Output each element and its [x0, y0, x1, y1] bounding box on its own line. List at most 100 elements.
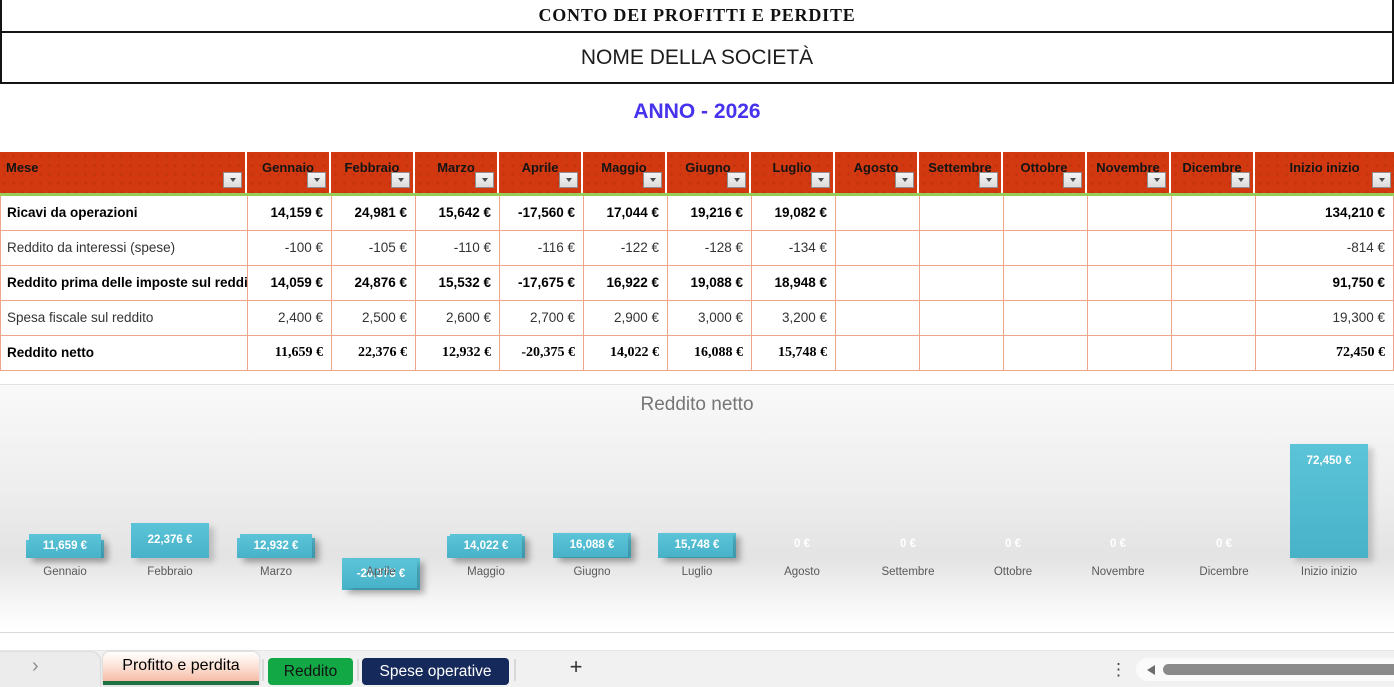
filter-button[interactable]	[1147, 172, 1166, 188]
value-cell[interactable]: 2,700 €	[500, 301, 584, 336]
value-cell[interactable]: 3,000 €	[668, 301, 752, 336]
filter-button[interactable]	[1063, 172, 1082, 188]
value-cell[interactable]: -105 €	[332, 231, 416, 266]
value-cell[interactable]	[920, 301, 1004, 336]
sheet-tab-profitto-e-perdita[interactable]: Profitto e perdita	[103, 652, 259, 685]
value-cell[interactable]	[1088, 301, 1172, 336]
row-label-cell[interactable]: Reddito prima delle imposte sul reddito	[1, 266, 248, 301]
filter-button[interactable]	[811, 172, 830, 188]
net-income-chart[interactable]: Reddito netto Gennaio 11,659 € Febbraio 22,…	[0, 384, 1394, 633]
scroll-left-icon[interactable]	[1147, 665, 1155, 675]
value-cell[interactable]: -122 €	[584, 231, 668, 266]
column-header-aprile[interactable]: Aprile	[499, 152, 583, 193]
filter-button[interactable]	[307, 172, 326, 188]
value-cell[interactable]	[836, 301, 920, 336]
column-header-ottobre[interactable]: Ottobre	[1003, 152, 1087, 193]
value-cell[interactable]: -17,675 €	[500, 266, 584, 301]
value-cell[interactable]: 17,044 €	[584, 196, 668, 231]
value-cell[interactable]	[836, 266, 920, 301]
value-cell[interactable]: -128 €	[668, 231, 752, 266]
value-cell[interactable]: 15,642 €	[416, 196, 500, 231]
column-header-maggio[interactable]: Maggio	[583, 152, 667, 193]
value-cell[interactable]	[1088, 336, 1172, 371]
value-cell[interactable]: -134 €	[752, 231, 836, 266]
filter-button[interactable]	[391, 172, 410, 188]
row-label-cell[interactable]: Reddito da interessi (spese)	[1, 231, 248, 266]
column-header-dicembre[interactable]: Dicembre	[1171, 152, 1255, 193]
value-cell[interactable]	[1088, 231, 1172, 266]
column-header-novembre[interactable]: Novembre	[1087, 152, 1171, 193]
value-cell[interactable]	[1004, 196, 1088, 231]
value-cell[interactable]: 19,216 €	[668, 196, 752, 231]
value-cell[interactable]	[1172, 196, 1256, 231]
value-cell[interactable]	[1004, 301, 1088, 336]
year-cell[interactable]: ANNO - 2026	[0, 84, 1394, 140]
value-cell[interactable]	[1004, 266, 1088, 301]
chart-bar[interactable]	[1290, 444, 1368, 558]
value-cell[interactable]: 16,922 €	[584, 266, 668, 301]
value-cell[interactable]: -20,375 €	[500, 336, 584, 371]
sheet-nav-area[interactable]: ›	[0, 651, 101, 687]
value-cell[interactable]	[1004, 336, 1088, 371]
value-cell[interactable]	[836, 231, 920, 266]
value-cell[interactable]: 22,376 €	[332, 336, 416, 371]
sheet-nav-chevron-icon[interactable]: ›	[32, 655, 39, 677]
value-cell[interactable]: 134,210 €	[1256, 196, 1394, 231]
value-cell[interactable]: 14,159 €	[248, 196, 332, 231]
value-cell[interactable]	[836, 196, 920, 231]
column-header-settembre[interactable]: Settembre	[919, 152, 1003, 193]
column-header-gennaio[interactable]: Gennaio	[247, 152, 331, 193]
value-cell[interactable]	[1088, 266, 1172, 301]
value-cell[interactable]	[920, 336, 1004, 371]
value-cell[interactable]: 91,750 €	[1256, 266, 1394, 301]
value-cell[interactable]: 2,400 €	[248, 301, 332, 336]
value-cell[interactable]: 72,450 €	[1256, 336, 1394, 371]
value-cell[interactable]: 19,300 €	[1256, 301, 1394, 336]
value-cell[interactable]	[920, 231, 1004, 266]
value-cell[interactable]: 24,981 €	[332, 196, 416, 231]
filter-button[interactable]	[1231, 172, 1250, 188]
value-cell[interactable]: -814 €	[1256, 231, 1394, 266]
value-cell[interactable]: 2,600 €	[416, 301, 500, 336]
sheet-tab-spese-operative[interactable]: Spese operative	[362, 658, 509, 685]
filter-button[interactable]	[727, 172, 746, 188]
value-cell[interactable]: 12,932 €	[416, 336, 500, 371]
value-cell[interactable]	[920, 266, 1004, 301]
value-cell[interactable]: 15,532 €	[416, 266, 500, 301]
scrollbar-thumb[interactable]	[1163, 664, 1394, 675]
column-header-giugno[interactable]: Giugno	[667, 152, 751, 193]
chart-bar[interactable]	[131, 523, 209, 558]
column-header-mese[interactable]: Mese	[0, 152, 247, 193]
value-cell[interactable]	[1172, 301, 1256, 336]
row-label-cell[interactable]: Reddito netto	[1, 336, 248, 371]
filter-button[interactable]	[475, 172, 494, 188]
filter-button[interactable]	[979, 172, 998, 188]
value-cell[interactable]: 14,059 €	[248, 266, 332, 301]
sheet-options-kebab-icon[interactable]: ⋮	[1110, 660, 1127, 679]
value-cell[interactable]: 3,200 €	[752, 301, 836, 336]
value-cell[interactable]	[1172, 231, 1256, 266]
value-cell[interactable]: 11,659 €	[248, 336, 332, 371]
value-cell[interactable]: -116 €	[500, 231, 584, 266]
row-label-cell[interactable]: Spesa fiscale sul reddito	[1, 301, 248, 336]
horizontal-scrollbar[interactable]	[1136, 658, 1394, 681]
row-label-cell[interactable]: Ricavi da operazioni	[1, 196, 248, 231]
filter-button[interactable]	[643, 172, 662, 188]
value-cell[interactable]	[920, 196, 1004, 231]
value-cell[interactable]: 14,022 €	[584, 336, 668, 371]
column-header-luglio[interactable]: Luglio	[751, 152, 835, 193]
value-cell[interactable]: -110 €	[416, 231, 500, 266]
filter-button[interactable]	[223, 172, 242, 188]
column-header-inizio-inizio[interactable]: Inizio inizio	[1255, 152, 1394, 193]
value-cell[interactable]	[1004, 231, 1088, 266]
filter-button[interactable]	[1372, 172, 1391, 188]
value-cell[interactable]: 19,082 €	[752, 196, 836, 231]
value-cell[interactable]	[1172, 336, 1256, 371]
value-cell[interactable]: -100 €	[248, 231, 332, 266]
value-cell[interactable]	[836, 336, 920, 371]
filter-button[interactable]	[895, 172, 914, 188]
value-cell[interactable]: 19,088 €	[668, 266, 752, 301]
value-cell[interactable]: 2,500 €	[332, 301, 416, 336]
column-header-marzo[interactable]: Marzo	[415, 152, 499, 193]
column-header-agosto[interactable]: Agosto	[835, 152, 919, 193]
